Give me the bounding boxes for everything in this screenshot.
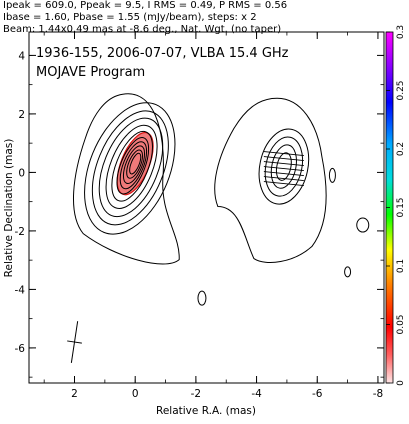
core-outer-contour <box>73 93 180 265</box>
header-line-2: Ibase = 1.60, Pbase = 1.55 (mJy/beam), s… <box>3 12 257 23</box>
polarization-vector <box>263 156 304 161</box>
colorbar-tick-label: 0.1 <box>396 259 406 273</box>
y-tick-label: 0 <box>18 167 25 179</box>
core-contour <box>119 141 148 190</box>
y-tick-label: -4 <box>15 284 26 296</box>
beam-minor-axis <box>67 340 82 344</box>
polarization-vector <box>263 176 304 181</box>
core-contour <box>126 149 144 179</box>
polarization-vector <box>263 166 304 171</box>
x-tick-label: -8 <box>373 388 383 400</box>
x-tick-label: 2 <box>71 388 78 400</box>
core-contour <box>91 110 169 226</box>
colorbar-tick-label: 0.3 <box>396 25 406 39</box>
plot-frame <box>28 31 385 384</box>
y-tick-label: -2 <box>15 226 25 238</box>
colorbar-tick-label: 0.15 <box>396 197 406 217</box>
island-contour <box>197 290 207 306</box>
x-axis-label: Relative R.A. (mas) <box>156 405 256 417</box>
core-contour <box>105 124 158 209</box>
core-contour <box>122 145 146 184</box>
island-contour <box>328 167 336 183</box>
island-contour <box>344 266 352 278</box>
polarization-vector <box>263 171 304 176</box>
y-tick-label: 2 <box>18 109 25 121</box>
colorbar-tick-label: 0.25 <box>396 80 406 100</box>
y-tick-label: 4 <box>18 50 25 62</box>
x-tick-label: -2 <box>191 388 201 400</box>
y-tick-label: -6 <box>15 343 26 355</box>
core-contour <box>98 117 164 218</box>
polarization-vector <box>263 181 304 186</box>
secondary-contour <box>275 152 292 181</box>
colorbar-tick-label: 0.2 <box>396 142 406 156</box>
header-line-1: Ipeak = 609.0, Ppeak = 9.5, I RMS = 0.49… <box>3 0 288 11</box>
core-contour <box>129 152 142 175</box>
colorbar-ticks: 0 0.05 0.1 0.15 0.2 0.25 0.3 <box>386 25 406 386</box>
beam-cross <box>67 321 82 363</box>
chart-subtitle: MOJAVE Program <box>36 65 145 80</box>
x-tick-label: 0 <box>132 388 139 400</box>
x-tick-label: -6 <box>312 388 323 400</box>
core-contour <box>84 102 176 235</box>
core-contour <box>116 137 150 195</box>
x-tick-label: -4 <box>251 388 262 400</box>
chart-title: 1936-155, 2006-07-07, VLBA 15.4 GHz <box>36 46 289 61</box>
island-contour <box>356 217 370 233</box>
secondary-contour <box>270 144 297 189</box>
contour-layer <box>67 93 370 363</box>
axis-ticks: 2 0 -2 -4 -6 -8 4 2 0 -2 -4 -6 <box>15 32 384 400</box>
colorbar-tick-label: 0 <box>396 380 406 386</box>
secondary-outer-contour <box>214 97 327 264</box>
header-line-3: Beam: 1.44x0.49 mas at -8.6 deg., Nat. W… <box>3 24 282 35</box>
core-contour <box>111 130 153 202</box>
polarization-vector <box>263 151 304 156</box>
polarization-vector <box>263 161 304 166</box>
y-axis-label: Relative Declination (mas) <box>3 139 15 278</box>
secondary-contour <box>258 128 310 205</box>
colorbar-tick-label: 0.05 <box>396 314 406 334</box>
